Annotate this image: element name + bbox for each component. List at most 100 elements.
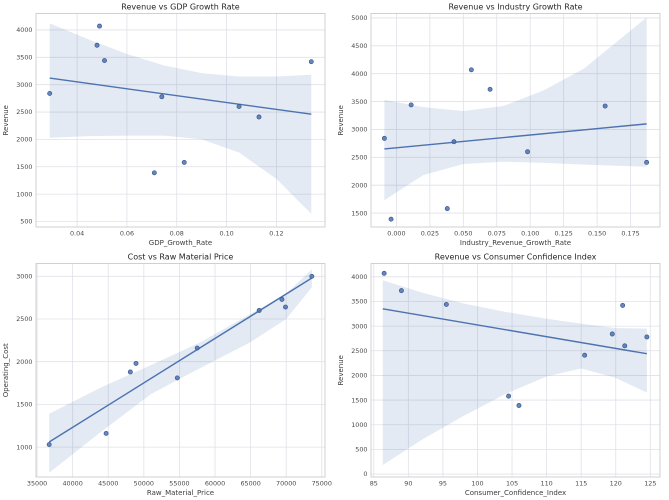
scatter-plot-revenue-vs-gdp-growth-rate: 0.04 0.06 0.08 0.10 0.12 500 1000 1500 2000 2500 3… [2,3,326,247]
x-tick-label: 0.050 [454,230,472,238]
x-tick-label: 0.12 [269,230,283,238]
x-tick-label: 0.000 [387,230,405,238]
x-tick-label: 100 [471,480,483,488]
chart-cell-revenue-vs-industry: 0.000 0.025 0.050 0.075 0.100 0.125 0.150 0.175… [335,0,669,250]
data-point [451,139,457,145]
data-point [279,296,285,302]
x-tick-label: 40000 [62,480,82,488]
y-tick-label: 4000 [351,70,367,78]
y-tick-label: 3000 [16,81,32,89]
x-tick-label: 65000 [240,480,260,488]
x-tick-label: 50000 [134,480,154,488]
y-tick-label: 3000 [351,322,367,330]
chart-title: Cost vs Raw Material Price [128,253,234,262]
data-point [408,102,414,108]
data-point [620,302,626,308]
x-tick-label: 0.08 [170,230,184,238]
x-tick-label: 120 [610,480,622,488]
data-point [309,273,315,279]
data-point [103,430,109,436]
y-tick-label: 1500 [351,209,367,217]
data-point [444,206,450,212]
x-tick-label: 110 [541,480,553,488]
scatter-plot-cost-vs-raw-material-price: 35000 40000 45000 50000 55000 60000 65000 70000… [2,253,332,498]
data-point [381,270,387,276]
chart-cell-revenue-vs-gdp: 0.04 0.06 0.08 0.10 0.12 500 1000 1500 2000 2500 3… [0,0,334,250]
x-tick-label: 105 [506,480,518,488]
x-tick-label: 0.125 [555,230,573,238]
data-point [388,216,394,222]
x-axis-label: Consumer_Confidence_Index [465,489,566,497]
chart-cell-revenue-vs-consumer-confidence: 85 90 95 100 105 110 115 120 125 0 500 1000 1500 2000… [335,250,669,500]
y-tick-label: 500 [20,218,32,226]
y-tick-label: 2000 [351,372,367,380]
y-tick-label: 5000 [351,14,367,22]
x-tick-label: 0.100 [521,230,539,238]
data-point [582,352,588,358]
data-point [256,114,262,120]
data-point [236,104,242,110]
data-point [516,403,522,408]
data-point [525,149,530,155]
confidence-band [384,17,647,201]
x-tick-label: 75000 [312,480,332,488]
x-tick-label: 35000 [27,480,47,488]
data-point [97,23,102,29]
data-point [644,159,650,165]
x-tick-label: 0.025 [421,230,439,238]
confidence-band [49,269,312,473]
x-tick-label: 60000 [205,480,225,488]
chart-title: Revenue vs Consumer Confidence Index [435,253,597,262]
data-point [181,159,187,165]
data-point [256,308,262,313]
data-point [151,170,157,176]
y-tick-label: 1500 [16,163,32,171]
y-axis-label: Revenue [2,105,10,136]
plot-border [35,13,326,228]
y-axis-label: Operating_Cost [2,343,10,397]
data-point [468,67,474,73]
x-tick-label: 0.10 [219,230,233,238]
y-tick-label: 500 [355,446,367,454]
x-tick-label: 70000 [276,480,296,488]
y-tick-label: 1000 [16,190,32,198]
data-point [443,301,449,307]
confidence-band [49,23,312,214]
regression-line [49,77,312,115]
data-point [622,343,628,349]
data-point [127,369,133,375]
regression-line [48,277,313,443]
data-point [46,442,52,447]
chart-title: Revenue vs GDP Growth Rate [121,3,239,12]
y-tick-label: 3500 [351,298,367,306]
y-tick-label: 2500 [351,347,367,355]
y-tick-label: 1000 [351,421,367,429]
x-tick-label: 0.150 [588,230,606,238]
regression-line [382,308,647,355]
y-tick-label: 3500 [351,98,367,106]
y-tick-label: 1500 [16,401,32,409]
plot-area [36,13,325,227]
data-point [609,331,615,337]
chart-cell-cost-vs-raw-material: 35000 40000 45000 50000 55000 60000 65000 70000… [0,250,334,500]
plot-area [371,263,660,477]
y-tick-label: 3000 [351,126,367,134]
x-tick-label: 125 [644,480,656,488]
y-tick-label: 4000 [16,26,32,34]
x-axis-label: Raw_Material_Price [147,489,214,497]
y-tick-label: 2000 [16,136,32,144]
y-tick-label: 2500 [16,315,32,323]
y-tick-label: 1000 [16,443,32,451]
x-tick-label: 45000 [98,480,118,488]
y-tick-label: 4000 [351,273,367,281]
x-tick-label: 90 [404,480,412,488]
data-point [644,334,650,340]
x-tick-label: 0.175 [621,230,639,238]
x-tick-label: 55000 [169,480,189,488]
x-tick-label: 115 [575,480,587,488]
data-point [487,86,493,92]
data-point [47,90,53,96]
y-tick-label: 4500 [351,42,367,50]
chart-title: Revenue vs Industry Growth Rate [448,3,582,12]
y-tick-label: 0 [363,470,367,478]
